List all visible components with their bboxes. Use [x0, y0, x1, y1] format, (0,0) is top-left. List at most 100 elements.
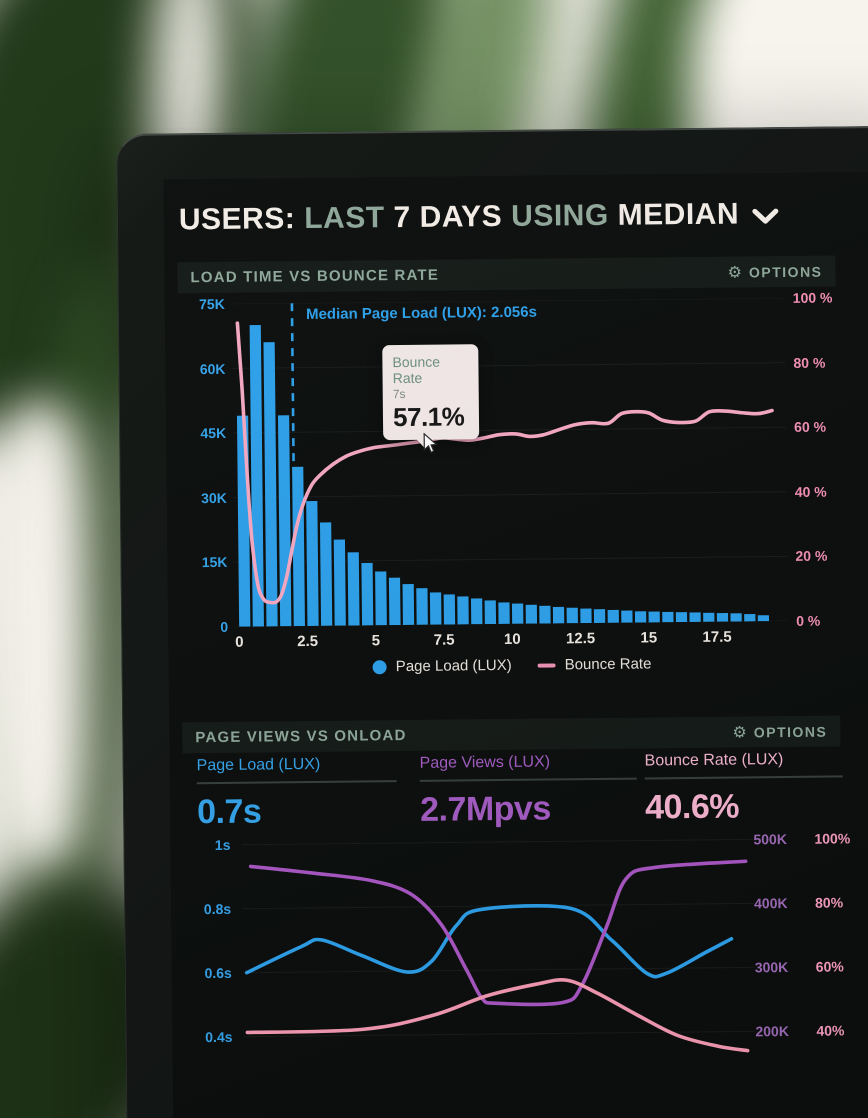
title-days: 7 DAYS	[393, 199, 503, 235]
bar	[416, 588, 428, 625]
load-time-vs-bounce-rate-chart[interactable]	[231, 298, 789, 627]
metric-3: Bounce Rate (LUX) 40.6%	[645, 750, 844, 827]
gridline	[233, 426, 787, 434]
gear-icon: ⚙	[732, 721, 747, 742]
bar	[525, 604, 538, 624]
x-tick-label: 5	[371, 632, 381, 650]
chart1-y-axis-left: 75K 60K 45K 30K 15K 0	[173, 296, 228, 635]
page-views-lux--line	[248, 859, 748, 1007]
kpi-metrics-row: Page Load (LUX) 0.7s Page Views (LUX) 2.7Mp…	[197, 750, 844, 831]
bar	[648, 611, 660, 623]
bar	[634, 611, 647, 623]
bar	[662, 611, 674, 623]
x-tick-label: 10	[503, 630, 521, 648]
bar	[429, 592, 442, 625]
chevron-down-icon[interactable]	[752, 208, 779, 225]
chart1-x-axis: 0 2.5 5 7.5 10 12.5 15 17.5	[235, 628, 788, 652]
axis-tick-label: 1s	[214, 836, 231, 854]
chart2-y-axis-left: 1s 0.8s 0.6s 0.4s	[178, 835, 233, 1045]
chart2-y-axis-views: 500K 400K 300K 200K	[753, 829, 805, 1039]
options-label: OPTIONS	[748, 263, 823, 280]
legend-item[interactable]: Page Load (LUX)	[372, 656, 512, 676]
tooltip-value: 57.1%	[392, 400, 465, 432]
axis-tick-label: 100%	[814, 830, 851, 847]
light-blur	[0, 400, 90, 880]
bar	[498, 602, 510, 625]
bar	[306, 501, 319, 627]
axis-tick-label: 0 %	[796, 612, 821, 629]
axis-tick-label: 40 %	[794, 483, 827, 500]
bar	[607, 609, 619, 623]
axis-tick-label: 0	[220, 618, 229, 635]
panel2-options-button[interactable]: ⚙ OPTIONS	[732, 721, 828, 742]
legend-item[interactable]: Bounce Rate	[537, 655, 652, 674]
axis-tick-label: 40%	[816, 1022, 845, 1039]
chart1-legend: Page Load (LUX) Bounce Rate	[236, 654, 789, 677]
bar	[675, 612, 688, 623]
bar	[730, 613, 742, 622]
bar	[457, 596, 469, 625]
axis-tick-label: 60K	[199, 360, 226, 377]
options-label: OPTIONS	[753, 723, 828, 740]
metric-value: 0.7s	[196, 792, 262, 832]
page-title: USERS: LAST 7 DAYS USING MEDIAN	[179, 197, 779, 237]
panel1-options-button[interactable]: ⚙ OPTIONS	[727, 261, 823, 282]
legend-line-icon	[537, 662, 556, 668]
axis-tick-label: 0.6s	[204, 964, 232, 982]
gridline	[233, 491, 787, 499]
axis-tick-label: 15K	[201, 554, 228, 571]
gridline	[231, 298, 785, 305]
page-load-lux--line	[244, 903, 734, 979]
axis-tick-label: 300K	[754, 959, 789, 976]
x-tick-label: 12.5	[565, 630, 596, 648]
metric-2: Page Views (LUX) 2.7Mpvs	[420, 753, 638, 830]
panel1-header: LOAD TIME VS BOUNCE RATE ⚙ OPTIONS	[177, 255, 836, 294]
gridline	[242, 966, 755, 974]
bounce-rate-tooltip: Bounce Rate 7s 57.1%	[382, 343, 480, 440]
chart1-plot-area: Median Page Load (LUX): 2.056s Bounce Ra…	[231, 298, 789, 627]
x-tick-label: 15	[640, 629, 658, 647]
metric-divider	[196, 780, 397, 785]
metric-divider	[419, 777, 637, 782]
x-tick-label: 7.5	[433, 631, 455, 649]
median-dropdown-label[interactable]: MEDIAN	[617, 197, 740, 232]
bar	[566, 607, 578, 624]
axis-tick-label: 80 %	[793, 354, 826, 371]
bar	[580, 608, 592, 624]
panel2-title: PAGE VIEWS VS ONLOAD	[195, 726, 407, 747]
bar	[263, 342, 278, 627]
bar	[470, 598, 483, 625]
bar	[347, 552, 360, 626]
axis-tick-label: 0.8s	[203, 900, 232, 918]
x-tick-label: 17.5	[702, 628, 732, 646]
metric-1: Page Load (LUX) 0.7s	[197, 755, 398, 832]
median-annotation: Median Page Load (LUX): 2.056s	[305, 303, 537, 324]
axis-tick-label: 60%	[815, 958, 844, 975]
gear-icon: ⚙	[727, 261, 743, 282]
laptop-frame: USERS: LAST 7 DAYS USING MEDIAN LOAD TIM…	[116, 125, 868, 1118]
bar	[388, 577, 401, 626]
bar	[361, 562, 374, 626]
title-using: USING	[511, 198, 609, 233]
page-views-vs-onload-chart[interactable]	[241, 829, 756, 1118]
legend-label: Bounce Rate	[564, 655, 652, 674]
bar	[621, 610, 633, 623]
bar	[484, 600, 497, 625]
bar	[552, 606, 565, 624]
median-dashed-line	[290, 303, 297, 627]
axis-tick-label: 400K	[754, 895, 788, 912]
bar	[333, 539, 346, 626]
metric-value: 2.7Mpvs	[419, 789, 551, 829]
legend-label: Page Load (LUX)	[395, 656, 512, 676]
metric-label: Bounce Rate (LUX)	[644, 751, 784, 770]
bar	[757, 615, 770, 622]
axis-tick-label: 20 %	[795, 547, 828, 565]
x-tick-label: 0	[235, 633, 244, 651]
dashboard-screen: USERS: LAST 7 DAYS USING MEDIAN LOAD TIM…	[163, 171, 868, 1118]
axis-tick-label: 100 %	[792, 289, 833, 306]
axis-tick-label: 60 %	[794, 418, 827, 436]
axis-tick-label: 80%	[815, 894, 844, 911]
tooltip-time: 7s	[392, 386, 406, 401]
x-tick-label: 2.5	[297, 632, 319, 651]
gridline	[232, 362, 786, 369]
